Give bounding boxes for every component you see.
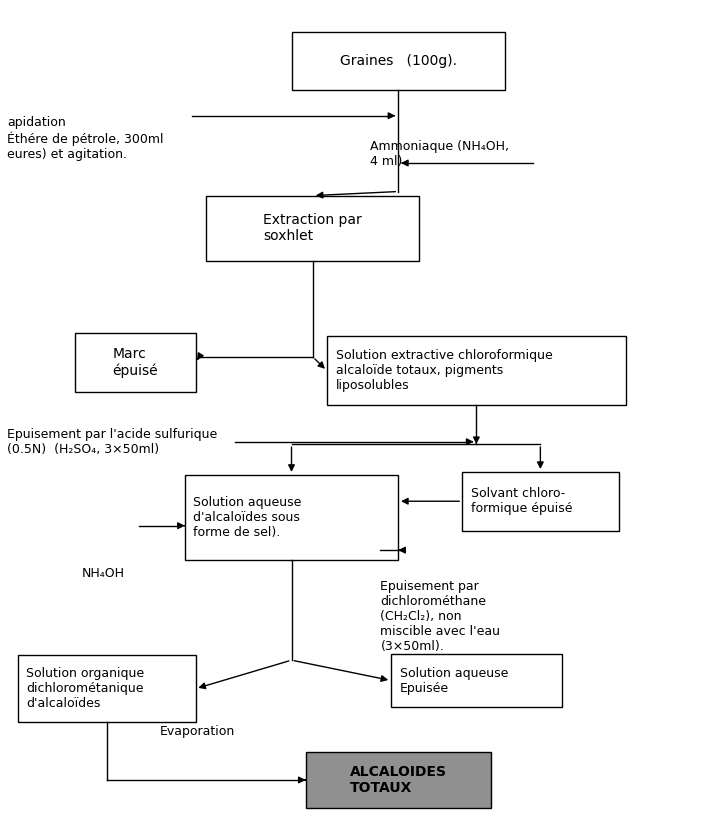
Text: Epuisement par l'acide sulfurique
(0.5N)  (H₂SO₄, 3×50ml): Epuisement par l'acide sulfurique (0.5N)… <box>7 428 218 456</box>
Text: Solution extractive chloroformique
alcaloïde totaux, pigments
liposolubles: Solution extractive chloroformique alcal… <box>336 350 552 392</box>
Text: Epuisement par
dichlorométhane
(CH₂Cl₂), non
miscible avec l'eau
(3×50ml).: Epuisement par dichlorométhane (CH₂Cl₂),… <box>380 580 501 654</box>
Text: Solution organique
dichlorométanique
d'alcaloïdes: Solution organique dichlorométanique d'a… <box>26 667 144 710</box>
Bar <box>185 474 398 561</box>
Text: Evaporation: Evaporation <box>160 725 235 738</box>
Text: Extraction par
soxhlet: Extraction par soxhlet <box>264 213 362 244</box>
Text: Solution aqueuse
d'alcaloïdes sous
forme de sel).: Solution aqueuse d'alcaloïdes sous forme… <box>193 496 301 539</box>
Bar <box>206 196 419 261</box>
Bar <box>327 336 626 405</box>
Bar <box>462 472 619 531</box>
Text: Marc
épuisé: Marc épuisé <box>112 347 158 378</box>
Bar <box>18 655 196 722</box>
Bar <box>391 654 562 707</box>
Bar <box>75 333 196 392</box>
Text: Solvant chloro-
formique épuisé: Solvant chloro- formique épuisé <box>471 487 572 515</box>
Text: Graines   (100g).: Graines (100g). <box>340 54 456 68</box>
Bar <box>292 32 505 90</box>
Text: Ammoniaque (NH₄OH,
4 ml): Ammoniaque (NH₄OH, 4 ml) <box>370 140 508 168</box>
Text: Solution aqueuse
Epuisée: Solution aqueuse Epuisée <box>400 667 508 694</box>
Text: ALCALOIDES
TOTAUX: ALCALOIDES TOTAUX <box>350 764 447 795</box>
Text: NH₄OH: NH₄OH <box>82 567 124 580</box>
Text: apidation
Éthére de pétrole, 300ml
eures) et agitation.: apidation Éthére de pétrole, 300ml eures… <box>7 116 164 161</box>
Bar <box>306 752 491 808</box>
